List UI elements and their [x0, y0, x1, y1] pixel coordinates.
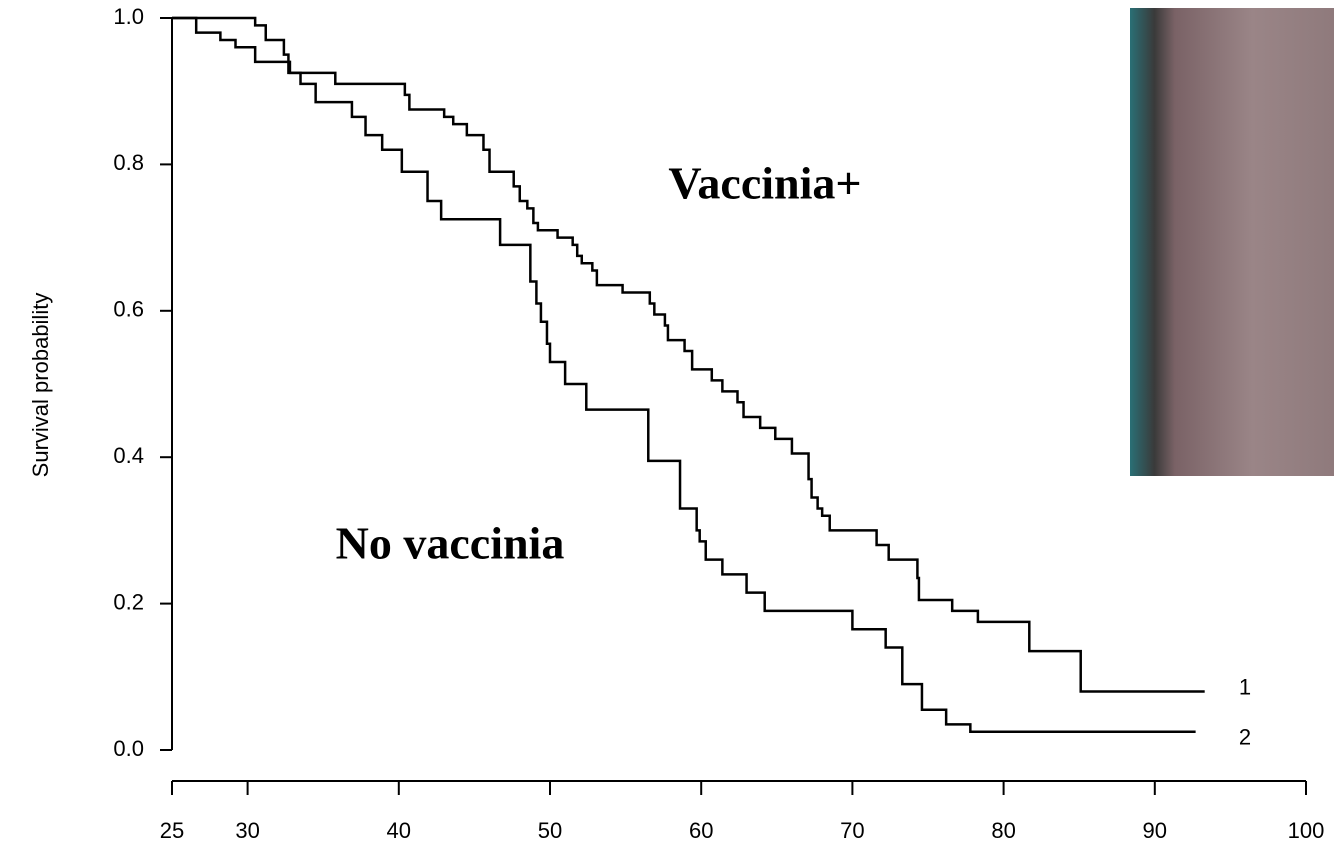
y-tick-label: 0.2	[113, 589, 144, 614]
series-label: 2	[1239, 725, 1251, 750]
x-tick-label: 40	[387, 818, 411, 843]
x-tick-label: 60	[689, 818, 713, 843]
x-tick-label: 25	[160, 818, 184, 843]
x-tick-label: 30	[235, 818, 259, 843]
x-tick-label: 80	[991, 818, 1015, 843]
annotation: Vaccinia+	[668, 158, 861, 209]
y-tick-label: 0.6	[113, 297, 144, 322]
series-label: 1	[1239, 674, 1251, 699]
x-tick-label: 50	[538, 818, 562, 843]
x-tick-label: 70	[840, 818, 864, 843]
y-axis-label: Survival probability	[28, 293, 53, 478]
survival-curve	[172, 16, 1196, 733]
photo	[1130, 8, 1334, 476]
x-tick-label: 90	[1143, 818, 1167, 843]
x-tick-label: 100	[1288, 818, 1325, 843]
y-tick-label: 0.8	[113, 150, 144, 175]
y-tick-label: 0.0	[113, 736, 144, 761]
annotation: No vaccinia	[336, 518, 565, 569]
survival-curve	[172, 16, 1205, 693]
y-tick-label: 1.0	[113, 4, 144, 29]
y-tick-label: 0.4	[113, 443, 144, 468]
